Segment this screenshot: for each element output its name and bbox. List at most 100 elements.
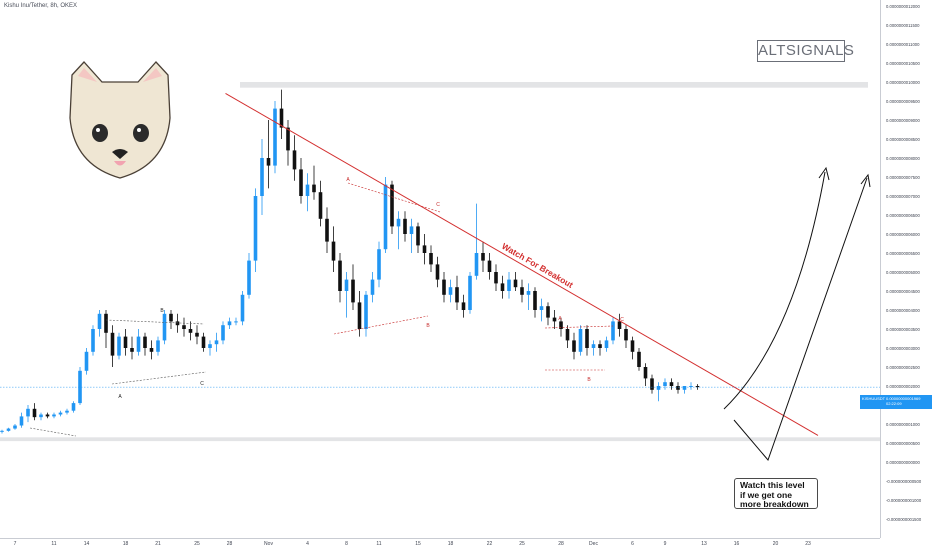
candle-body xyxy=(331,241,336,261)
price-tick-label: 0.0000000003000 xyxy=(886,345,920,351)
time-tick-label: 21 xyxy=(155,541,161,547)
candle-body xyxy=(273,108,277,166)
candle-body xyxy=(539,306,544,310)
candle-body xyxy=(45,414,50,417)
candle-body xyxy=(383,184,388,250)
time-tick-label: 16 xyxy=(733,541,740,547)
candle-body xyxy=(221,325,225,341)
time-tick-label: 22 xyxy=(486,541,493,547)
candle-body xyxy=(500,283,505,291)
candle-body xyxy=(630,340,635,352)
time-tick-label: 8 xyxy=(345,541,348,547)
time-tick-label: 11 xyxy=(51,541,57,547)
price-tick-label: 0.0000000009500 xyxy=(886,98,920,104)
candle-body xyxy=(643,367,648,379)
pattern-point-label: A xyxy=(346,177,350,183)
candle-body xyxy=(312,184,316,193)
candle-body xyxy=(26,408,30,417)
candle-body xyxy=(520,287,524,295)
candle-body xyxy=(162,313,167,341)
candle-body xyxy=(58,412,63,415)
candle-body xyxy=(195,332,199,337)
candle-body xyxy=(78,370,82,404)
price-tick-label: 0.0000000008000 xyxy=(886,155,920,161)
candle-body xyxy=(214,340,219,345)
price-plot[interactable]: A B C A B C A B C Watch For Breakout xyxy=(0,0,880,538)
candle-body xyxy=(526,291,531,295)
time-tick-label: Nov xyxy=(264,541,273,547)
price-tick-label: 0.0000000011500 xyxy=(886,22,920,28)
candle-body xyxy=(201,336,206,348)
time-tick-label: 7 xyxy=(13,541,17,547)
candle-body xyxy=(546,306,550,318)
candle-body xyxy=(156,340,160,352)
candle-body xyxy=(110,332,115,356)
time-tick-label: 18 xyxy=(122,541,129,547)
price-tick-label: 0.0000000006000 xyxy=(886,231,920,237)
candle-body xyxy=(234,321,238,323)
candle-body xyxy=(39,414,43,418)
candle-body xyxy=(481,253,485,261)
time-tick-label: Dec xyxy=(589,541,598,547)
candle-body xyxy=(123,336,128,348)
candle-body xyxy=(6,428,11,431)
candle-body xyxy=(182,325,186,329)
candle-body xyxy=(448,287,453,295)
candle-body xyxy=(65,410,69,413)
price-tick-label: -0.0000000001000 xyxy=(886,497,922,503)
candle-body xyxy=(604,340,609,348)
candle-body xyxy=(578,329,583,352)
candle-body xyxy=(468,275,472,310)
candle-body xyxy=(591,344,596,348)
time-tick-label: 25 xyxy=(519,541,525,547)
price-tick-label: 0.0000000001000 xyxy=(886,421,920,427)
kishu-dog-icon xyxy=(69,61,171,179)
candle-body xyxy=(422,245,427,253)
price-tick-label: 0.0000000002000 xyxy=(886,383,920,389)
price-tick-label: 0.0000000010000 xyxy=(886,79,920,85)
candle-body xyxy=(279,108,284,128)
candle-body xyxy=(188,329,193,333)
candle-body xyxy=(136,336,141,352)
candle-body xyxy=(208,344,212,348)
price-tick-label: 0.0000000004500 xyxy=(886,288,920,294)
price-axis[interactable]: 0.0000000012000 0.0000000011500 0.00000000… xyxy=(880,0,932,538)
candle-body xyxy=(513,279,518,288)
candle-body xyxy=(695,386,700,388)
candle-body xyxy=(175,321,180,326)
pattern-point-label: A xyxy=(558,316,562,322)
bullish-projection-1 xyxy=(723,171,826,410)
candle-body xyxy=(656,386,661,390)
candle-body xyxy=(403,218,407,234)
time-tick-label: 11 xyxy=(376,541,382,547)
candle-body xyxy=(130,348,134,352)
time-axis[interactable]: 7 11 14 18 21 25 28 Nov 4 8 11 15 18 22 25 28 Dec 6 9 13 16 2… xyxy=(0,538,880,551)
breakdown-annotation: Watch this level if we get one more brea… xyxy=(734,478,818,509)
pattern-line xyxy=(544,325,614,329)
candle-body xyxy=(533,291,537,310)
bullish-projection-2 xyxy=(733,177,868,461)
pattern-point-label: B xyxy=(160,308,164,314)
pattern-point-label: B xyxy=(426,323,430,329)
candle-body xyxy=(97,313,102,329)
candle-body xyxy=(104,313,108,333)
candle-body xyxy=(71,403,76,411)
price-tick-label: 0.0000000009000 xyxy=(886,117,920,123)
candle-body xyxy=(292,150,297,170)
candle-body xyxy=(552,317,557,322)
price-tick-label: 0.0000000010500 xyxy=(886,60,920,66)
price-tick-label: 0.0000000011000 xyxy=(886,41,920,47)
candle-body xyxy=(390,184,394,227)
candle-body xyxy=(455,287,459,303)
candle-body xyxy=(617,321,622,329)
candle-body xyxy=(266,158,271,166)
candle-body xyxy=(149,348,154,352)
time-tick-label: 14 xyxy=(83,541,90,547)
price-tick-label: 0.0000000005000 xyxy=(886,269,920,275)
time-tick-label: 6 xyxy=(631,541,634,547)
candle-body xyxy=(357,302,362,329)
candle-body xyxy=(143,336,147,348)
candle-body xyxy=(247,260,251,295)
arrowhead-icon xyxy=(860,173,871,188)
candle-body xyxy=(676,386,680,390)
